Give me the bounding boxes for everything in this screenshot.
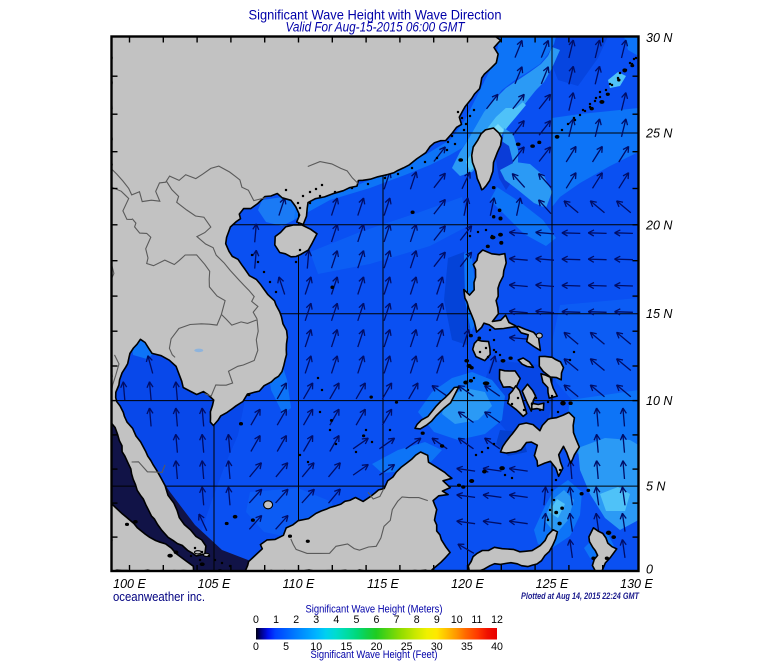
svg-text:Significant Wave Height with W: Significant Wave Height with Wave Direct… [249, 7, 502, 23]
svg-text:Valid For Aug-15-2015 06:00 GM: Valid For Aug-15-2015 06:00 GMT [286, 20, 467, 35]
svg-text:130 E: 130 E [620, 577, 653, 591]
svg-text:30 N: 30 N [646, 31, 673, 45]
svg-text:5: 5 [283, 641, 289, 653]
svg-text:Plotted at Aug 14, 2015 22:24: Plotted at Aug 14, 2015 22:24 GMT [521, 591, 640, 601]
svg-text:7: 7 [394, 614, 400, 626]
svg-text:100 E: 100 E [113, 577, 146, 591]
svg-text:1: 1 [273, 614, 279, 626]
svg-text:105 E: 105 E [198, 577, 231, 591]
svg-text:9: 9 [434, 614, 440, 626]
svg-text:0: 0 [646, 563, 653, 577]
svg-text:15: 15 [341, 641, 353, 653]
svg-text:25: 25 [401, 641, 413, 653]
svg-text:3: 3 [313, 614, 319, 626]
svg-text:2: 2 [293, 614, 299, 626]
svg-text:25 N: 25 N [645, 127, 673, 141]
svg-text:Significant Wave Height (Meter: Significant Wave Height (Meters) [306, 604, 443, 616]
svg-text:20: 20 [371, 641, 383, 653]
svg-text:6: 6 [374, 614, 380, 626]
svg-text:0: 0 [253, 641, 259, 653]
svg-text:Significant Wave Height (Feet): Significant Wave Height (Feet) [311, 649, 438, 661]
svg-text:125 E: 125 E [536, 577, 569, 591]
svg-text:40: 40 [491, 641, 503, 653]
svg-text:12: 12 [491, 614, 503, 626]
svg-text:110 E: 110 E [283, 577, 315, 591]
svg-text:10 N: 10 N [646, 394, 673, 408]
svg-text:5: 5 [353, 614, 359, 626]
svg-text:115 E: 115 E [367, 577, 399, 591]
svg-text:35: 35 [461, 641, 473, 653]
svg-text:0: 0 [253, 614, 259, 626]
svg-text:5 N: 5 N [646, 480, 666, 494]
svg-text:10: 10 [451, 614, 463, 626]
svg-text:120 E: 120 E [451, 577, 484, 591]
svg-text:oceanweather inc.: oceanweather inc. [113, 590, 205, 604]
svg-text:4: 4 [333, 614, 339, 626]
svg-text:20 N: 20 N [645, 218, 673, 232]
svg-text:8: 8 [414, 614, 420, 626]
svg-text:30: 30 [431, 641, 443, 653]
svg-text:15 N: 15 N [646, 307, 673, 321]
svg-text:10: 10 [310, 641, 322, 653]
svg-text:11: 11 [471, 614, 482, 626]
